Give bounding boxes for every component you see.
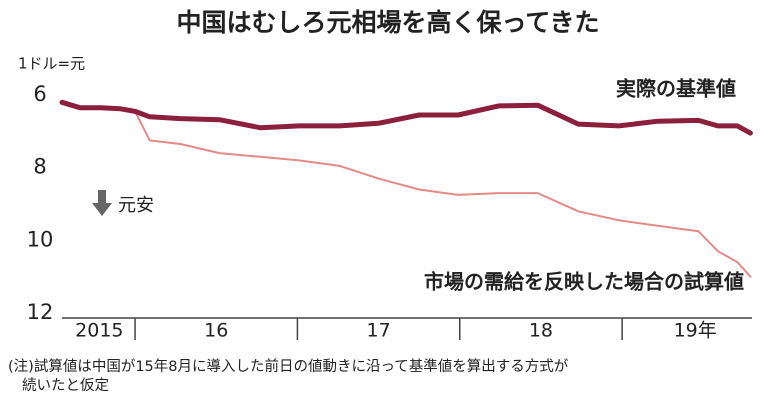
- arrow-note: 元安: [118, 195, 154, 216]
- y-tick-label: 10: [27, 227, 54, 251]
- x-tick-label: 17: [366, 320, 390, 342]
- y-tick-label: 12: [27, 300, 54, 324]
- down-arrow: [92, 190, 112, 216]
- x-tick-label: 16: [204, 320, 228, 342]
- series-label: 市場の需給を反映した場合の試算値: [424, 270, 744, 294]
- x-tick-label: 2015: [75, 320, 123, 342]
- x-tick-label: 18: [529, 320, 553, 342]
- note: 続いたと仮定: [22, 377, 109, 394]
- x-tick-label: 19年: [674, 320, 717, 342]
- note: (注)試算値は中国が15年8月に導入した前日の値動きに沿って基準値を算出する方式…: [8, 358, 569, 375]
- series-line: [61, 101, 752, 278]
- series-label: 実際の基準値: [616, 77, 736, 101]
- y-tick-label: 8: [33, 155, 46, 179]
- chart-title: 中国はむしろ元相場を高く保ってきた: [176, 8, 599, 37]
- y-unit: 1ドル=元: [18, 55, 85, 73]
- series-line: [59, 99, 753, 136]
- y-tick-label: 6: [33, 82, 46, 106]
